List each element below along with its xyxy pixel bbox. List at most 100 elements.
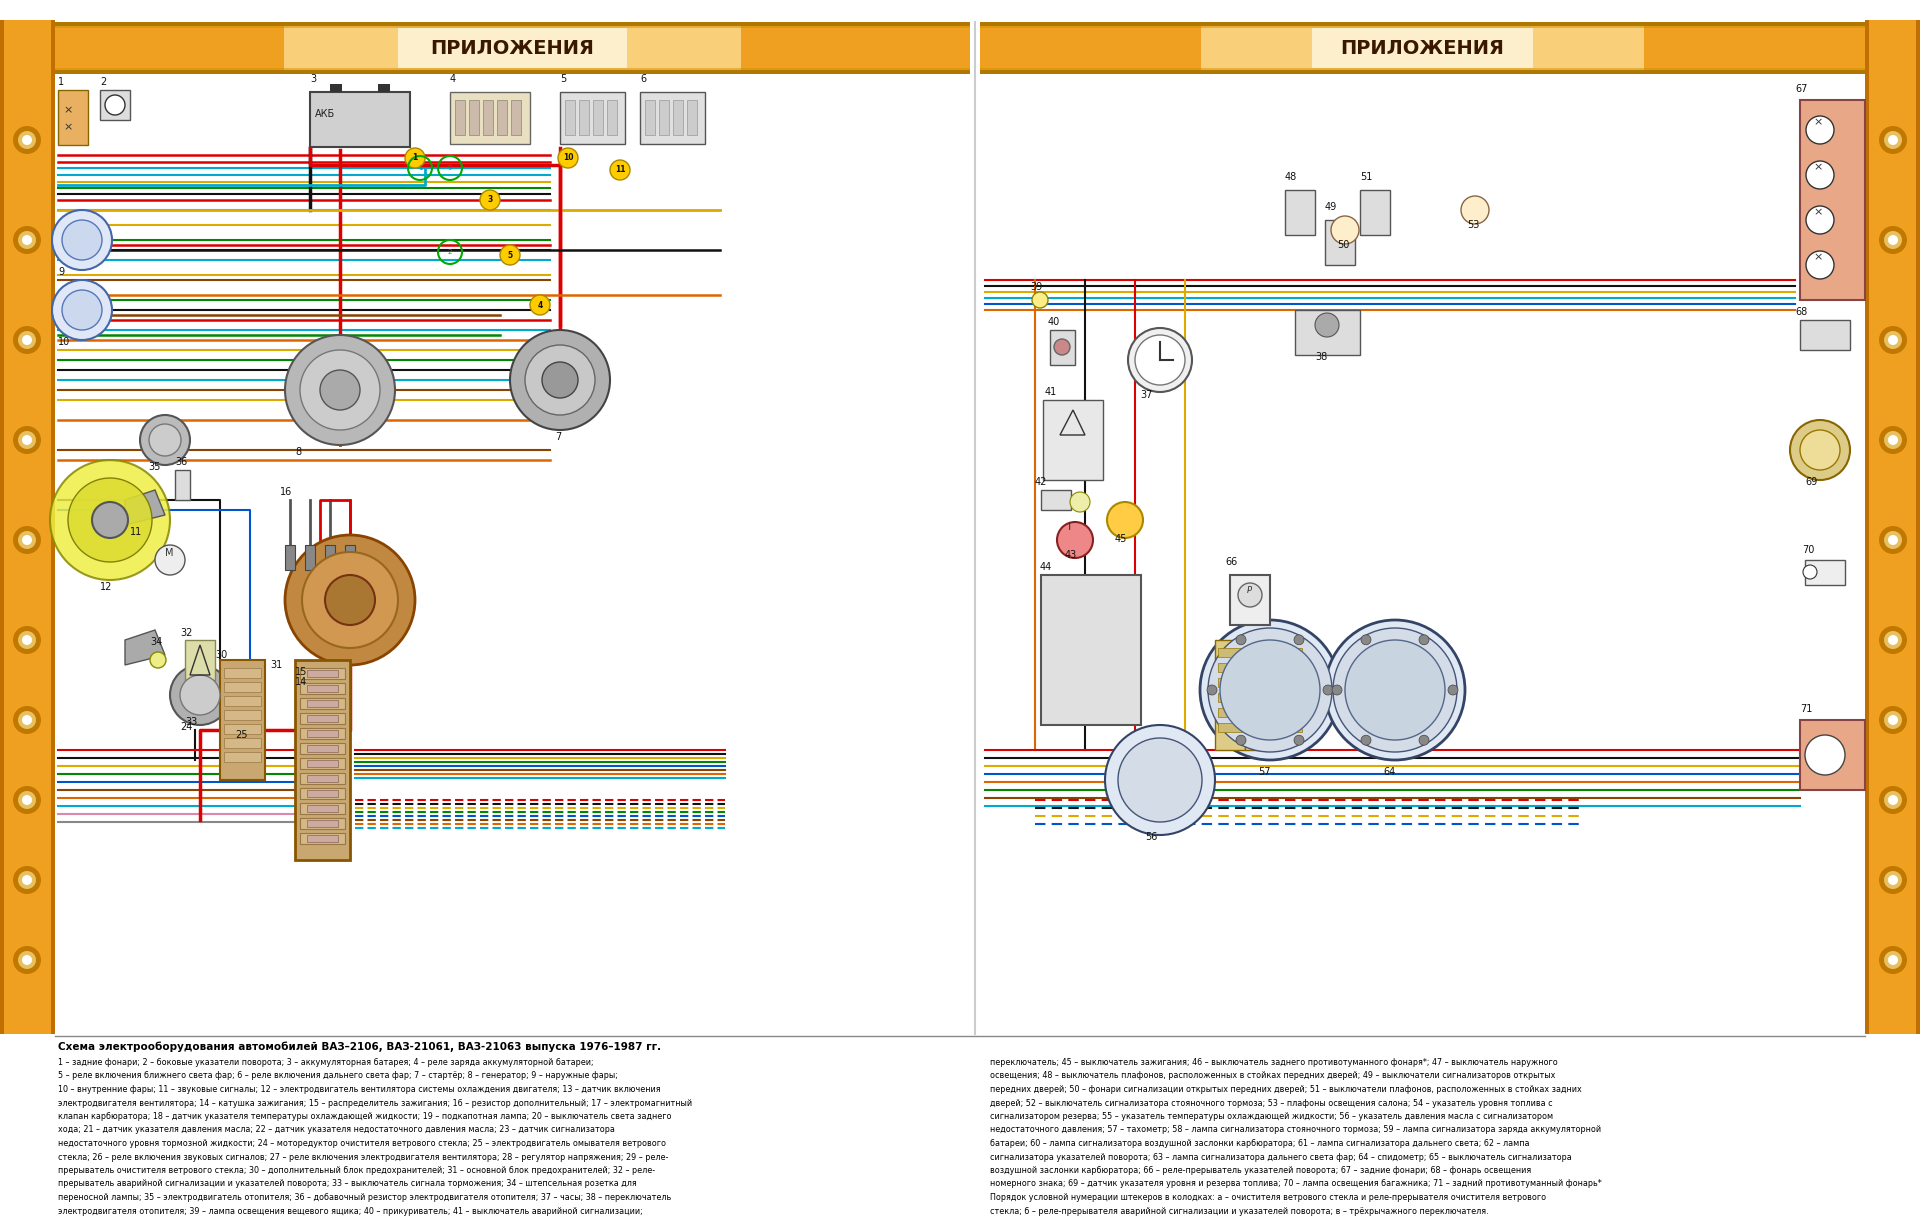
- Bar: [1217, 678, 1242, 688]
- Circle shape: [1236, 635, 1246, 645]
- Circle shape: [1294, 735, 1304, 745]
- Text: 41: 41: [1044, 386, 1058, 397]
- Text: ПРИЛОЖЕНИЯ: ПРИЛОЖЕНИЯ: [430, 39, 595, 57]
- Bar: [300, 818, 346, 829]
- Circle shape: [1887, 716, 1899, 725]
- Bar: [307, 835, 338, 842]
- Text: 34: 34: [150, 638, 163, 647]
- Bar: [1248, 692, 1271, 702]
- Text: 69: 69: [1805, 477, 1816, 488]
- Text: ×: ×: [1812, 252, 1822, 262]
- Circle shape: [1887, 954, 1899, 965]
- Bar: [100, 90, 131, 119]
- Circle shape: [106, 95, 125, 115]
- Text: 70: 70: [1803, 545, 1814, 555]
- Text: ПРИЛОЖЕНИЯ: ПРИЛОЖЕНИЯ: [1340, 39, 1505, 57]
- Circle shape: [1332, 685, 1342, 695]
- Circle shape: [13, 425, 40, 453]
- Text: Р: Р: [1246, 586, 1252, 595]
- Circle shape: [180, 675, 221, 716]
- Bar: [0, 20, 56, 1034]
- Text: 30: 30: [215, 650, 227, 659]
- Bar: [1805, 560, 1845, 585]
- Text: 9: 9: [447, 165, 453, 171]
- Circle shape: [405, 147, 424, 168]
- Circle shape: [1419, 735, 1428, 745]
- Text: 3: 3: [488, 195, 493, 205]
- Circle shape: [17, 631, 36, 649]
- Text: стекла; б – реле-прерывателя аварийной сигнализации и указателей поворота; в – т: стекла; б – реле-прерывателя аварийной с…: [991, 1207, 1488, 1215]
- Text: 48: 48: [1284, 172, 1298, 182]
- Circle shape: [1887, 235, 1899, 245]
- Text: I: I: [1068, 522, 1071, 531]
- Text: 24: 24: [180, 722, 192, 731]
- Bar: [307, 700, 338, 707]
- Circle shape: [17, 130, 36, 149]
- Bar: [468, 100, 478, 135]
- Bar: [378, 84, 390, 91]
- Circle shape: [52, 210, 111, 269]
- Bar: [1279, 678, 1302, 688]
- Text: передних дверей; 50 – фонари сигнализации открытых передних дверей; 51 – выключа: передних дверей; 50 – фонари сигнализаци…: [991, 1085, 1582, 1093]
- Text: дверей; 52 – выключатель сигнализатора стояночного тормоза; 53 – плафоны освещен: дверей; 52 – выключатель сигнализатора с…: [991, 1098, 1553, 1108]
- Bar: [979, 26, 1864, 69]
- Text: 43: 43: [1066, 550, 1077, 560]
- Bar: [1217, 708, 1242, 717]
- Circle shape: [52, 280, 111, 340]
- Circle shape: [21, 135, 33, 145]
- Bar: [1248, 678, 1271, 688]
- Bar: [1294, 310, 1359, 355]
- Bar: [300, 683, 346, 694]
- Text: 15: 15: [296, 667, 307, 677]
- Text: 53: 53: [1467, 219, 1480, 230]
- Bar: [56, 80, 970, 1034]
- Circle shape: [1887, 535, 1899, 545]
- Circle shape: [13, 527, 40, 553]
- Text: 1 – задние фонари; 2 – боковые указатели поворота; 3 – аккумуляторная батарея; 4: 1 – задние фонари; 2 – боковые указатели…: [58, 1058, 593, 1067]
- Circle shape: [1880, 425, 1907, 453]
- Text: 39: 39: [1029, 282, 1043, 293]
- Bar: [324, 545, 334, 570]
- Circle shape: [1884, 130, 1903, 149]
- Bar: [1043, 400, 1102, 480]
- Text: сигнализатора указателей поворота; 63 – лампа сигнализатора дальнего света фар; : сигнализатора указателей поворота; 63 – …: [991, 1152, 1572, 1162]
- Bar: [221, 659, 265, 780]
- Text: 12: 12: [100, 581, 113, 592]
- Circle shape: [1323, 685, 1332, 695]
- Circle shape: [1117, 737, 1202, 822]
- Circle shape: [1033, 293, 1048, 308]
- Circle shape: [1805, 735, 1845, 775]
- Circle shape: [1135, 335, 1185, 385]
- Circle shape: [156, 545, 184, 575]
- Text: электродвигателя вентилятора; 14 – катушка зажигания; 15 – распределитель зажига: электродвигателя вентилятора; 14 – катуш…: [58, 1098, 691, 1108]
- Bar: [0, 20, 4, 1034]
- Circle shape: [499, 245, 520, 265]
- Bar: [56, 22, 970, 26]
- Bar: [1244, 640, 1275, 750]
- Text: 56: 56: [1144, 833, 1158, 842]
- Circle shape: [530, 295, 549, 315]
- Circle shape: [480, 190, 499, 210]
- Circle shape: [21, 635, 33, 645]
- Circle shape: [1448, 685, 1457, 695]
- Bar: [1359, 190, 1390, 235]
- Text: 1: 1: [413, 154, 419, 162]
- Text: 8: 8: [296, 447, 301, 457]
- Circle shape: [13, 946, 40, 974]
- Bar: [225, 724, 261, 734]
- Circle shape: [61, 219, 102, 260]
- Bar: [307, 670, 338, 677]
- Circle shape: [50, 460, 171, 580]
- Bar: [687, 100, 697, 135]
- Bar: [225, 737, 261, 748]
- Text: ×: ×: [63, 105, 73, 115]
- Circle shape: [1346, 640, 1446, 740]
- Text: 16: 16: [280, 488, 292, 497]
- Circle shape: [1880, 226, 1907, 254]
- Text: 38: 38: [1315, 352, 1327, 362]
- Circle shape: [1884, 631, 1903, 649]
- Circle shape: [1129, 328, 1192, 393]
- Bar: [979, 26, 1864, 28]
- Bar: [58, 90, 88, 145]
- Circle shape: [21, 535, 33, 545]
